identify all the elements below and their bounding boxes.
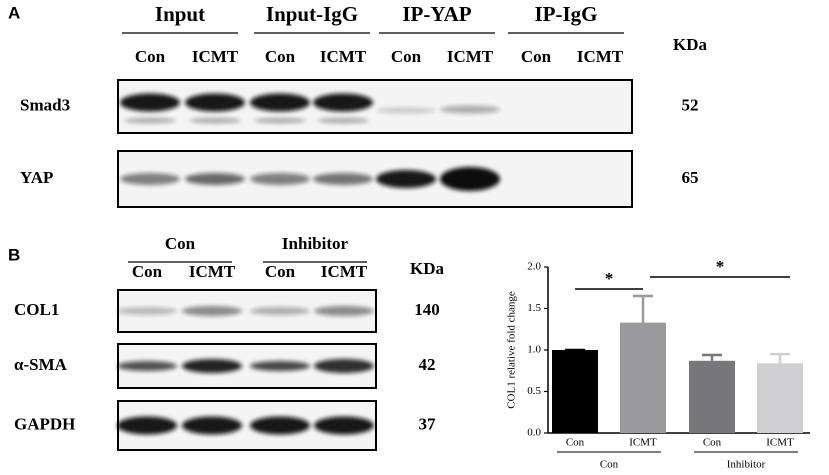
blot-band [117,416,177,435]
x-tick-label: ICMT [766,437,794,449]
molecular-weight: 37 [419,414,437,433]
bar [620,322,666,433]
lane-label: Con [132,262,163,281]
kda-header: KDa [410,259,445,278]
blot-band [314,306,374,316]
y-tick-label: 1.5 [527,302,541,314]
error-bar [770,352,790,364]
y-tick-label: 0.0 [527,427,541,439]
blot-band [314,416,374,435]
molecular-weight: 42 [419,355,436,374]
lane-label: ICMT [321,262,368,281]
lane-label: ICMT [192,47,239,66]
lane-label: Con [135,47,166,66]
blot-band [182,359,242,373]
blot-band [182,306,242,316]
blot-band [254,117,306,124]
panel-label: B [8,245,20,264]
group-header: Con [165,234,196,253]
group-header: Inhibitor [282,234,349,253]
row-label: YAP [20,168,53,187]
bar [552,350,598,433]
blot-band [313,93,373,112]
y-tick-label: 0.5 [527,385,541,397]
blot-band [376,107,436,114]
molecular-weight: 140 [414,300,440,319]
blot-band [250,361,310,371]
blot-band [117,361,177,371]
significance-mark: * [605,269,614,288]
lane-label: ICMT [320,47,367,66]
group-header: IP-YAP [402,2,471,26]
lane-label: Con [265,47,296,66]
x-tick-label: Con [566,437,585,449]
blot-band [440,167,500,191]
error-bar [633,294,653,323]
blot-band [250,307,310,315]
row-label: α-SMA [14,355,68,374]
blot-band [317,117,369,124]
y-tick-label: 2.0 [527,261,541,273]
lane-label: ICMT [447,47,494,66]
y-tick-label: 1.0 [527,344,541,356]
blot-band [250,416,310,435]
blot-band [376,170,436,188]
blot-band [185,173,245,185]
blot-band [440,105,500,114]
group-header: Input [155,2,205,26]
kda-header: KDa [673,35,708,54]
lane-label: ICMT [577,47,624,66]
blot-band [189,117,241,124]
x-tick-label: Con [703,437,722,449]
group-header: IP-IgG [535,2,598,26]
blot-band [185,93,245,112]
blot-band [182,416,242,435]
molecular-weight: 65 [682,168,699,187]
significance-mark: * [716,257,725,276]
blot-band [120,93,180,112]
blot-band [250,93,310,112]
blot-band [120,173,180,185]
blot-band [313,173,373,185]
blot-band [314,359,374,373]
molecular-weight: 52 [682,95,699,114]
lane-label: Con [391,47,422,66]
bar [757,363,803,433]
group-label: Con [600,459,619,471]
blot-band [117,307,177,315]
blot-band [124,117,176,124]
group-label: Inhibitor [727,459,766,471]
y-axis-label: COL1 relative fold change [506,291,518,409]
lane-label: Con [265,262,296,281]
group-header: Input-IgG [266,2,358,26]
blot-band [250,173,310,185]
error-bar [702,353,722,361]
panel-label: A [8,3,20,22]
row-label: GAPDH [14,414,75,433]
bar [689,360,735,433]
x-tick-label: ICMT [629,437,657,449]
row-label: Smad3 [20,95,70,114]
row-label: COL1 [14,300,59,319]
lane-label: ICMT [189,262,236,281]
lane-label: Con [521,47,552,66]
